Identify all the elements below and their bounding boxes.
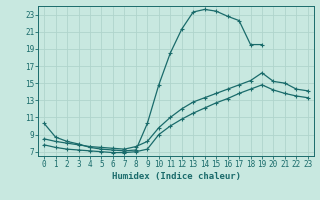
X-axis label: Humidex (Indice chaleur): Humidex (Indice chaleur) — [111, 172, 241, 181]
